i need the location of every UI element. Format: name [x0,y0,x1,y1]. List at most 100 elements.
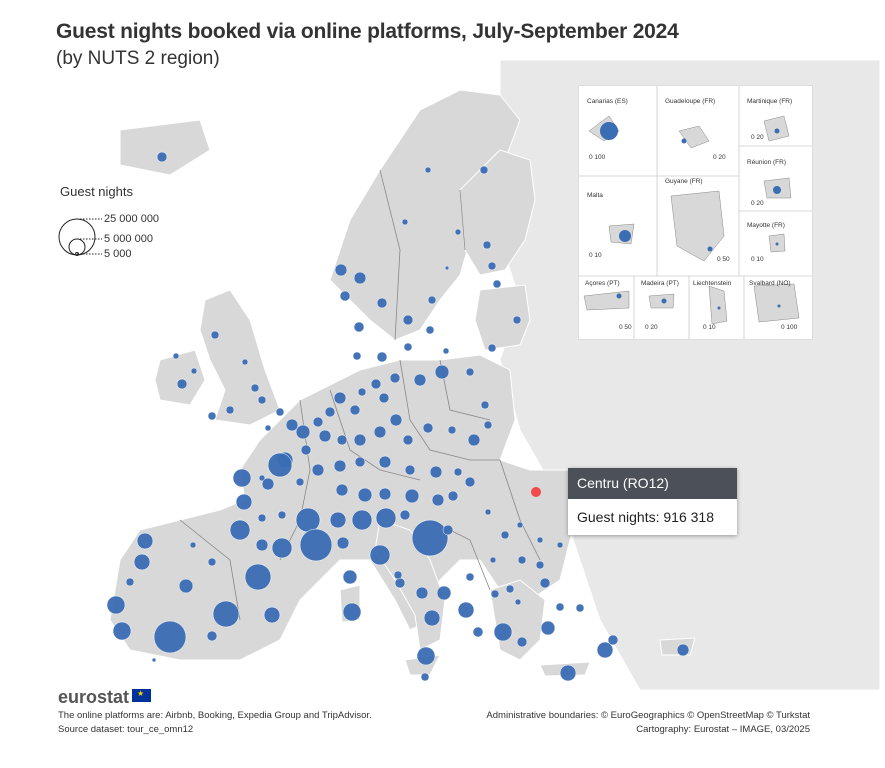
region-bubble[interactable] [447,425,457,435]
region-bubble[interactable] [373,425,387,439]
region-bubble[interactable] [442,524,454,536]
region-bubble[interactable] [484,508,492,516]
region-bubble[interactable] [136,532,154,550]
region-bubbles[interactable] [106,151,690,682]
region-bubble[interactable] [311,463,325,477]
region-bubble[interactable] [172,352,180,360]
region-bubble[interactable] [423,609,441,627]
region-bubble[interactable] [352,351,362,361]
region-bubble[interactable] [335,483,349,497]
region-bubble[interactable] [411,519,449,557]
region-bubble[interactable] [190,367,198,375]
region-bubble[interactable] [206,630,218,642]
region-bubble[interactable] [207,557,217,567]
region-bubble[interactable] [241,358,249,366]
region-bubble[interactable] [357,387,367,397]
region-bubble[interactable] [393,570,403,580]
region-bubble[interactable] [300,444,312,456]
region-bubble[interactable] [540,620,556,636]
region-bubble[interactable] [447,490,459,502]
region-bubble[interactable] [431,493,445,507]
region-bubble[interactable] [483,420,493,430]
region-bubble[interactable] [401,218,409,226]
region-bubble[interactable] [378,455,392,469]
region-bubble[interactable] [125,577,135,587]
region-bubble[interactable] [318,429,332,443]
region-bubble[interactable] [354,456,366,468]
region-bubble[interactable] [349,404,361,416]
region-bubble[interactable] [376,351,388,363]
region-bubble[interactable] [413,373,427,387]
region-bubble[interactable] [225,405,235,415]
region-bubble[interactable] [336,434,348,446]
region-bubble[interactable] [516,521,524,529]
region-bubble[interactable] [153,620,187,654]
region-bubble[interactable] [258,474,266,482]
region-bubble[interactable] [189,541,197,549]
region-bubble[interactable] [353,433,367,447]
region-bubble[interactable] [342,569,358,585]
region-bubble[interactable] [324,406,336,418]
region-bubble[interactable] [556,541,564,549]
region-bubble[interactable] [403,342,413,352]
region-bubble[interactable] [112,621,132,641]
region-bubble[interactable] [575,603,585,613]
region-bubble[interactable] [512,315,522,325]
region-bubble[interactable] [492,279,502,289]
region-bubble[interactable] [353,271,367,285]
region-bubble[interactable] [500,530,510,540]
region-bubble[interactable] [333,459,347,473]
region-bubble[interactable] [555,602,565,612]
region-bubble[interactable] [422,422,434,434]
region-bubble[interactable] [336,536,350,550]
region-bubble[interactable] [264,424,272,432]
region-bubble[interactable] [514,598,522,606]
region-bubble[interactable] [212,600,240,628]
region-bubble[interactable] [539,577,551,589]
region-bubble[interactable] [607,634,619,646]
region-bubble[interactable] [178,578,194,594]
region-bubble[interactable] [229,519,251,541]
region-bubble[interactable] [429,465,443,479]
region-bubble[interactable] [596,641,614,659]
region-bubble[interactable] [467,433,481,447]
region-bubble[interactable] [389,372,401,384]
region-bubble[interactable] [277,510,287,520]
region-bubble[interactable] [339,290,351,302]
region-bubble[interactable] [436,585,452,601]
region-bubble[interactable] [285,418,299,432]
region-bubble[interactable] [480,400,490,410]
region-bubble[interactable] [490,589,500,599]
region-bubble[interactable] [420,672,430,682]
region-bubble[interactable] [244,563,272,591]
region-bubble[interactable] [232,468,252,488]
region-bubble[interactable] [434,364,450,380]
region-bubble[interactable] [369,544,391,566]
region-bubble[interactable] [378,487,392,501]
region-bubble[interactable] [487,261,497,271]
region-bubble[interactable] [263,606,281,624]
region-bubble[interactable] [271,537,293,559]
region-bubble[interactable] [425,325,435,335]
region-bubble[interactable] [210,330,220,340]
region-bubble[interactable] [416,646,436,666]
region-bubble[interactable] [329,511,347,529]
region-bubble[interactable] [482,240,492,250]
region-bubble[interactable] [424,166,432,174]
region-bubble[interactable] [250,383,260,393]
region-bubble[interactable] [312,416,324,428]
region-bubble[interactable] [402,314,414,326]
region-bubble[interactable] [133,553,151,571]
region-bubble[interactable] [404,488,420,504]
region-bubble[interactable] [427,295,437,305]
region-bubble[interactable] [479,165,489,175]
region-bubble[interactable] [457,601,475,619]
region-bubble[interactable] [454,228,462,236]
region-bubble[interactable] [444,265,450,271]
region-bubble[interactable] [342,602,362,622]
region-bubble[interactable] [465,367,475,377]
region-bubble[interactable] [442,347,450,355]
region-bubble[interactable] [404,464,416,476]
region-bubble[interactable] [176,378,188,390]
region-bubble[interactable] [295,424,311,440]
